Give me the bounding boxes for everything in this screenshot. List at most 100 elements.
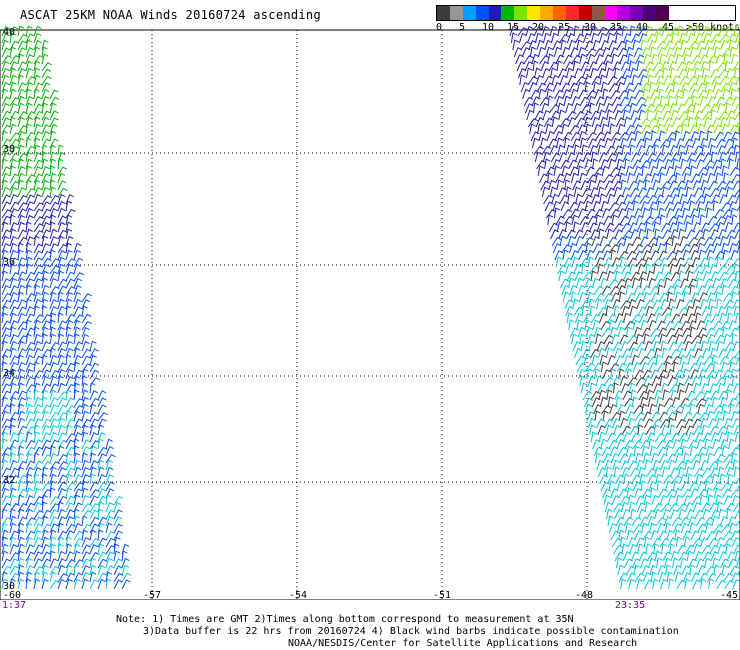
wind-barb xyxy=(73,550,81,562)
wind-barb xyxy=(632,440,643,450)
wind-barb xyxy=(656,242,665,254)
wind-barb xyxy=(685,25,694,37)
wind-barb xyxy=(105,551,115,562)
wind-barb xyxy=(81,558,91,569)
wind-barb xyxy=(695,277,703,289)
wind-barb xyxy=(659,537,670,548)
wind-barb xyxy=(41,39,49,51)
wind-barb xyxy=(662,551,672,562)
wind-barb xyxy=(25,508,34,520)
wind-barb xyxy=(690,292,700,303)
wind-barb xyxy=(587,53,595,65)
wind-barb xyxy=(724,102,732,114)
wind-barb xyxy=(635,495,645,506)
wind-barb xyxy=(635,54,645,65)
wind-barb xyxy=(716,579,727,590)
wind-barb xyxy=(634,172,643,184)
wind-barb xyxy=(49,312,57,324)
wind-barb xyxy=(659,333,667,345)
wind-barb xyxy=(622,551,632,562)
wind-barb xyxy=(576,39,583,51)
wind-barb xyxy=(9,326,17,338)
wind-barb xyxy=(73,242,82,254)
wind-barb xyxy=(9,390,20,401)
wind-barb xyxy=(585,208,596,219)
wind-barb xyxy=(652,221,660,233)
wind-barb xyxy=(105,502,114,513)
wind-barb xyxy=(698,172,707,184)
wind-barb xyxy=(592,200,601,212)
wind-barb xyxy=(640,160,651,170)
wind-barb xyxy=(595,375,603,387)
wind-barb xyxy=(684,459,692,471)
wind-barb xyxy=(627,335,638,345)
wind-barb xyxy=(646,228,653,240)
wind-barb xyxy=(717,543,726,555)
wind-barb xyxy=(579,137,587,149)
wind-barb xyxy=(558,33,570,44)
wind-barb xyxy=(73,369,84,380)
wind-barb xyxy=(715,256,723,268)
legend-label: 30 xyxy=(584,22,597,33)
wind-barb xyxy=(17,271,27,282)
wind-barb xyxy=(711,75,721,86)
wind-barb xyxy=(65,221,73,233)
wind-barb xyxy=(25,571,33,583)
wind-barb xyxy=(81,403,89,415)
wind-barb xyxy=(606,109,613,121)
wind-barb xyxy=(671,475,682,485)
wind-barb xyxy=(729,403,736,415)
wind-barb xyxy=(642,411,652,422)
wind-barb xyxy=(73,522,82,534)
wind-barb xyxy=(710,390,720,401)
wind-barb xyxy=(49,228,58,240)
wind-barb xyxy=(661,543,668,555)
wind-barb xyxy=(692,459,701,471)
wind-barb xyxy=(548,222,559,233)
wind-barb xyxy=(609,47,619,58)
wind-barb xyxy=(555,215,566,226)
wind-barb xyxy=(613,26,624,37)
wind-barb xyxy=(9,285,19,296)
wind-barb xyxy=(729,46,737,58)
wind-barb xyxy=(634,530,643,541)
wind-barb xyxy=(9,67,17,79)
wind-barb xyxy=(606,32,614,44)
wind-barb xyxy=(604,298,612,310)
wind-barb xyxy=(640,244,652,254)
wind-barb xyxy=(577,46,586,58)
wind-barb xyxy=(719,194,728,205)
wind-barb xyxy=(81,473,90,485)
wind-barb xyxy=(658,292,669,303)
wind-barb xyxy=(670,109,679,121)
wind-barb xyxy=(668,180,678,191)
wind-barb xyxy=(606,432,617,443)
wind-barb xyxy=(629,187,640,198)
wind-barb xyxy=(9,403,16,415)
wind-barb xyxy=(662,432,672,443)
wind-barb xyxy=(17,25,24,37)
wind-barb xyxy=(25,39,32,51)
wind-barb xyxy=(715,537,725,548)
wind-barb xyxy=(17,410,26,422)
wind-barb xyxy=(97,572,108,583)
wind-barb xyxy=(73,488,83,499)
wind-barb xyxy=(711,557,719,569)
wind-barb xyxy=(632,481,642,492)
wind-barb xyxy=(572,102,581,114)
wind-barb xyxy=(663,474,673,485)
wind-barb xyxy=(17,571,25,583)
wind-barb xyxy=(631,354,639,366)
wind-barb xyxy=(57,404,68,415)
wind-barb xyxy=(700,459,709,471)
wind-barb xyxy=(604,501,613,513)
wind-barb xyxy=(635,96,646,107)
wind-barb xyxy=(49,249,56,261)
wind-barb xyxy=(65,278,75,289)
wind-barb xyxy=(665,564,672,576)
wind-barb xyxy=(33,509,44,520)
wind-barb xyxy=(81,313,92,324)
wind-barb xyxy=(654,271,664,282)
wind-barb xyxy=(670,32,678,44)
wind-barb xyxy=(651,376,661,387)
